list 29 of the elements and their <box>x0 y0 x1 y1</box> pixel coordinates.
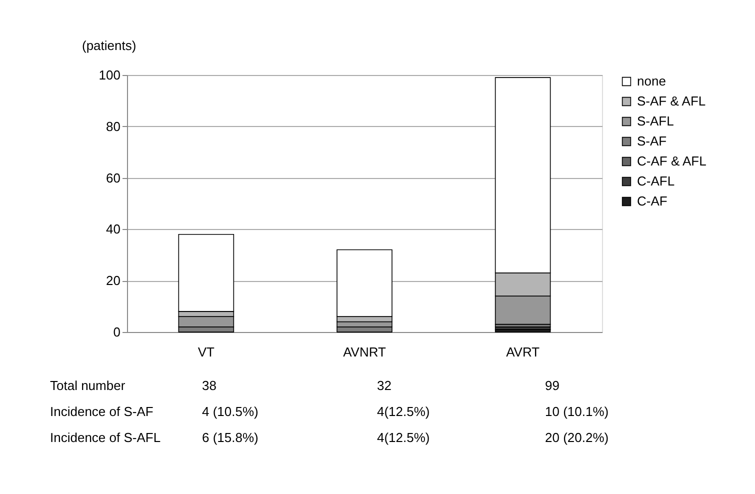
x-tick-label: AVNRT <box>343 344 386 360</box>
y-tick-label: 0 <box>113 324 120 340</box>
text: 99 <box>545 378 560 393</box>
legend-label: none <box>637 74 666 88</box>
legend-label: S-AF & AFL <box>637 94 706 108</box>
y-tick-label: 20 <box>106 273 120 288</box>
text: 38 <box>202 378 216 393</box>
legend-label: C-AF <box>637 194 668 208</box>
y-tick-label: 60 <box>106 170 120 186</box>
text: 10 (10.1%) <box>545 404 609 419</box>
text: 32 <box>377 378 392 393</box>
legend-label: S-AFL <box>637 114 674 128</box>
text: 6 (15.8%) <box>202 430 258 445</box>
y-tick-label: 100 <box>98 68 120 82</box>
legend-label: C-AF & AFL <box>637 154 706 168</box>
x-tick-label: AVRT <box>506 344 540 360</box>
y-tick-label: 80 <box>106 118 120 134</box>
text: 20 (20.2%) <box>545 430 609 445</box>
x-tick-label: VT <box>198 344 215 360</box>
y-axis-title: (patients) <box>82 38 136 53</box>
text: 4(12.5%) <box>377 430 430 445</box>
text: Incidence of S-AFL <box>50 430 161 445</box>
text: Incidence of S-AF <box>50 404 154 419</box>
text: Total number <box>50 378 126 393</box>
legend-label: C-AFL <box>637 174 675 188</box>
text: 4 (10.5%) <box>202 404 258 419</box>
text: 4(12.5%) <box>377 404 430 419</box>
y-tick-label: 40 <box>106 222 120 237</box>
legend-label: S-AF <box>637 134 667 148</box>
